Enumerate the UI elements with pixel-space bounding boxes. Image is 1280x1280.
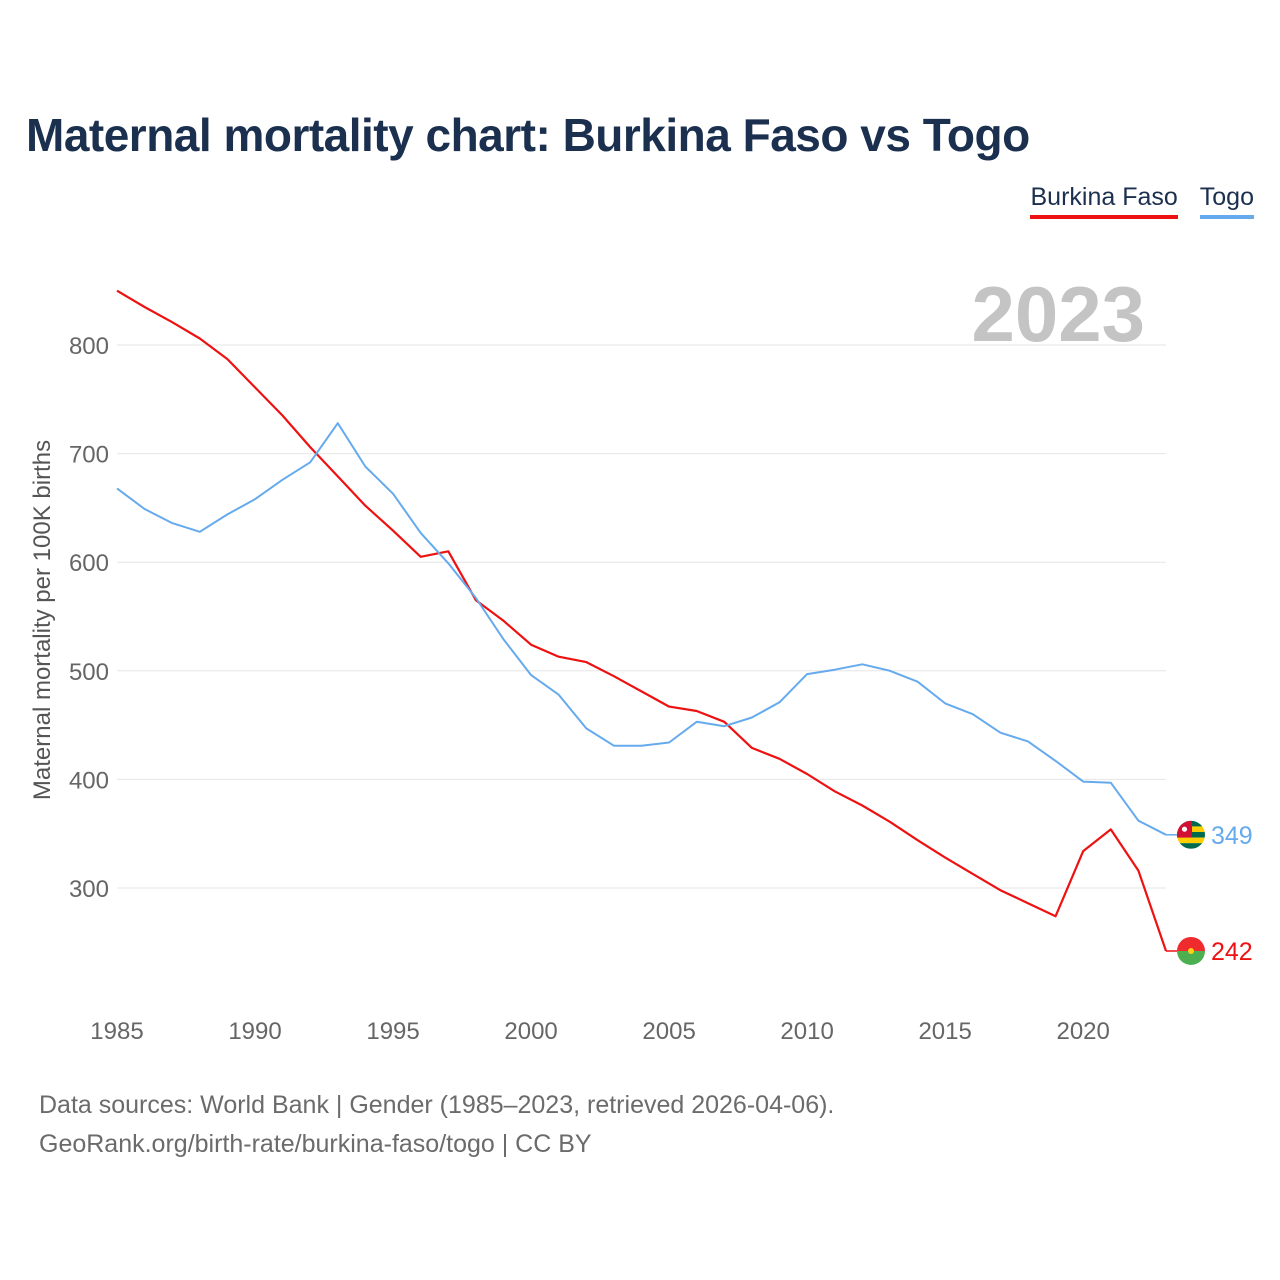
legend-item-burkina-faso[interactable]: Burkina Faso	[1030, 183, 1178, 219]
footer: Data sources: World Bank | Gender (1985–…	[39, 1086, 834, 1164]
y-tick-label: 600	[69, 550, 109, 577]
end-value-label-burkina-faso: 242	[1211, 938, 1253, 966]
y-tick-label: 800	[69, 333, 109, 360]
footer-sources: Data sources: World Bank | Gender (1985–…	[39, 1091, 835, 1119]
x-tick-label: 2005	[642, 1018, 695, 1045]
year-watermark: 2023	[971, 270, 1145, 358]
series-line-burkina-faso	[116, 289, 1168, 952]
y-tick-label: 300	[69, 876, 109, 903]
gridlines	[117, 344, 1166, 889]
x-tick-label: 1985	[90, 1018, 143, 1045]
y-tick-label: 500	[69, 659, 109, 686]
y-axis-label: Maternal mortality per 100K births	[29, 440, 56, 800]
line-chart: 2023 300 400 500 600 700 800 1985 1990 1995 2000…	[29, 270, 1253, 1045]
flag-icon-burkina-faso	[1177, 936, 1205, 965]
x-tick-label: 1995	[366, 1018, 419, 1045]
x-tick-label: 1990	[228, 1018, 281, 1045]
legend-item-togo[interactable]: Togo	[1199, 183, 1254, 219]
footer-link[interactable]: GeoRank.org/birth-rate/burkina-faso/togo…	[39, 1130, 592, 1158]
y-tick-label: 400	[69, 767, 109, 794]
x-tick-label: 2020	[1056, 1018, 1109, 1045]
flag-icon-togo	[1177, 820, 1205, 849]
x-tick-label: 2015	[918, 1018, 971, 1045]
x-tick-label: 2010	[780, 1018, 833, 1045]
x-axis: 1985 1990 1995 2000 2005 2010 2015 2020	[90, 1018, 1110, 1045]
x-tick-label: 2000	[504, 1018, 557, 1045]
series-line-togo	[116, 422, 1167, 836]
chart-title: Maternal mortality chart: Burkina Faso v…	[26, 109, 1030, 161]
y-tick-label: 700	[69, 442, 109, 469]
y-axis: 300 400 500 600 700 800	[69, 333, 109, 903]
series-end-markers: 242 349	[1166, 820, 1253, 966]
legend: Burkina Faso Togo	[1030, 183, 1254, 219]
series	[116, 289, 1168, 952]
end-value-label-togo: 349	[1211, 822, 1253, 850]
